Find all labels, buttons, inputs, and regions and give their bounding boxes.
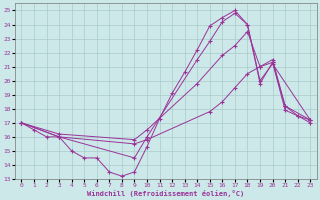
X-axis label: Windchill (Refroidissement éolien,°C): Windchill (Refroidissement éolien,°C) [87,190,244,197]
